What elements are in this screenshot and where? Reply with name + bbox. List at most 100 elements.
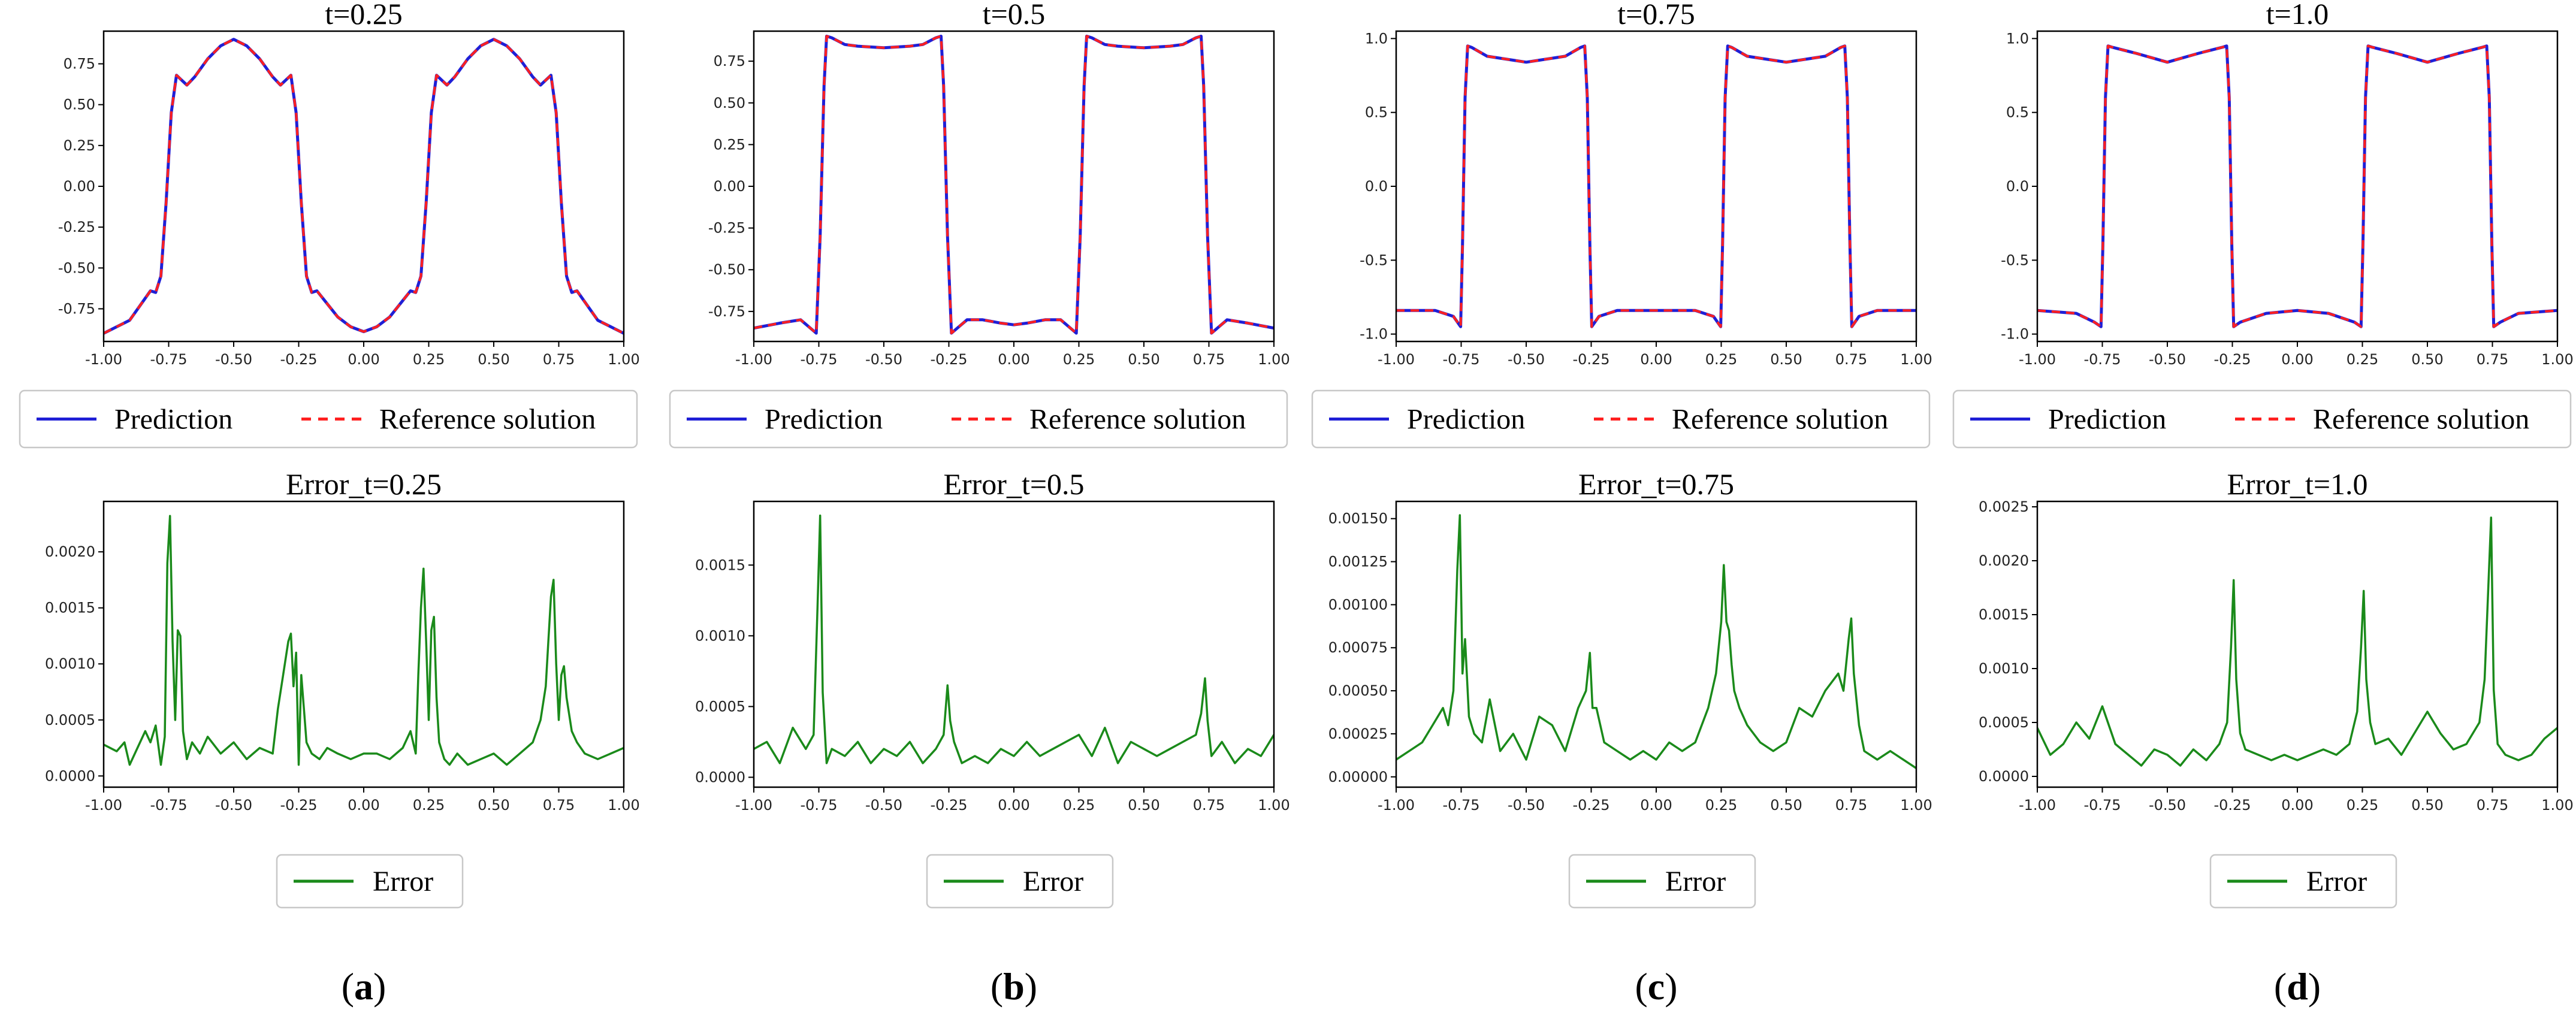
solution-legend: Prediction Reference solution bbox=[1952, 389, 2572, 449]
panel-label: (c) bbox=[1635, 965, 1677, 1008]
x-tick-label: -0.75 bbox=[800, 351, 837, 368]
y-tick-label: 0.0000 bbox=[45, 767, 95, 784]
x-tick-label: 0.50 bbox=[1128, 797, 1159, 814]
y-tick-label: 0.0020 bbox=[45, 543, 95, 560]
x-tick-label: 1.00 bbox=[1258, 797, 1289, 814]
y-tick-label: -0.5 bbox=[2001, 252, 2029, 268]
y-tick-label: 0.0000 bbox=[695, 769, 745, 785]
x-tick-label: 0.25 bbox=[1063, 797, 1095, 814]
y-tick-label: 0.0015 bbox=[45, 600, 95, 616]
y-tick-label: 0.25 bbox=[714, 136, 745, 153]
plot-frame bbox=[1395, 500, 1917, 788]
x-tick-label: 0.25 bbox=[413, 797, 445, 814]
plot-title: Error_t=0.5 bbox=[943, 467, 1084, 501]
x-tick-label: 0.50 bbox=[1128, 351, 1159, 368]
y-tick-label: -0.25 bbox=[708, 220, 745, 237]
prediction-line bbox=[104, 38, 624, 335]
x-tick-label: -1.00 bbox=[1378, 351, 1415, 368]
error-legend: Error bbox=[276, 854, 464, 909]
x-tick-label: 1.00 bbox=[1900, 351, 1932, 368]
y-tick-label: 0.0010 bbox=[695, 627, 745, 644]
y-tick-label: 0.00100 bbox=[1328, 596, 1388, 613]
plot-err_a: Error_t=0.25 -1.00 -0.75 -0.50 -0.25 0.00 0.25… bbox=[45, 467, 640, 814]
plot-title: t=0.25 bbox=[325, 0, 403, 31]
x-tick-label: 0.00 bbox=[348, 797, 379, 814]
x-tick-label: 0.50 bbox=[1770, 797, 1802, 814]
legend-error-label: Error bbox=[373, 866, 433, 897]
x-tick-label: 0.50 bbox=[1770, 351, 1802, 368]
x-tick-label: -0.75 bbox=[150, 797, 187, 814]
panel-label: (d) bbox=[2274, 965, 2321, 1008]
x-tick-label: -1.00 bbox=[1378, 797, 1415, 814]
y-tick-label: -0.50 bbox=[58, 259, 95, 276]
prediction-line bbox=[2037, 44, 2557, 328]
plot-frame bbox=[102, 500, 625, 788]
x-tick-label: 1.00 bbox=[608, 797, 639, 814]
x-tick-label: -0.75 bbox=[1442, 351, 1479, 368]
prediction-line bbox=[1396, 44, 1916, 328]
x-tick-label: 0.50 bbox=[2411, 797, 2443, 814]
y-tick-label: 0.0 bbox=[1365, 178, 1388, 195]
y-tick-label: 0.75 bbox=[64, 56, 95, 72]
y-tick-label: 0.0010 bbox=[45, 655, 95, 672]
x-tick-label: -1.00 bbox=[735, 351, 772, 368]
x-tick-label: -0.25 bbox=[930, 351, 967, 368]
x-tick-label: -1.00 bbox=[2019, 797, 2056, 814]
x-tick-label: -1.00 bbox=[85, 797, 122, 814]
plot-frame bbox=[102, 30, 625, 343]
x-tick-label: -0.50 bbox=[2149, 797, 2186, 814]
plot-frame bbox=[2036, 500, 2559, 788]
y-tick-label: -1.0 bbox=[2001, 326, 2029, 343]
legend-box bbox=[669, 389, 1288, 449]
y-tick-label: 1.0 bbox=[2006, 30, 2029, 47]
x-tick-label: 0.75 bbox=[1835, 797, 1867, 814]
legend-reference-label: Reference solution bbox=[1029, 404, 1246, 436]
y-tick-label: 0.0005 bbox=[1979, 714, 2029, 731]
x-tick-label: 0.25 bbox=[1063, 351, 1095, 368]
x-tick-label: 0.75 bbox=[1835, 351, 1867, 368]
legend-error-label: Error bbox=[1665, 866, 1726, 897]
x-tick-label: 1.00 bbox=[1900, 797, 1932, 814]
prediction-line bbox=[754, 34, 1274, 335]
x-tick-label: -1.00 bbox=[85, 351, 122, 368]
x-tick-label: 0.00 bbox=[348, 351, 379, 368]
x-tick-label: 0.00 bbox=[2281, 351, 2313, 368]
solution-legend: Prediction Reference solution bbox=[19, 389, 638, 449]
y-tick-label: 1.0 bbox=[1365, 30, 1388, 47]
x-tick-label: 0.25 bbox=[2347, 797, 2378, 814]
y-tick-label: -1.0 bbox=[1360, 326, 1388, 343]
legend-prediction-label: Prediction bbox=[765, 404, 883, 436]
plot-err_d: Error_t=1.0 -1.00 -0.75 -0.50 -0.25 0.00 0.25 0… bbox=[1979, 467, 2574, 814]
x-tick-label: 0.75 bbox=[1193, 797, 1225, 814]
y-tick-label: -0.75 bbox=[58, 300, 95, 317]
plot-title: Error_t=1.0 bbox=[2227, 467, 2367, 501]
reference-line bbox=[1396, 44, 1916, 328]
legend-error-label: Error bbox=[2306, 866, 2367, 897]
plot-err_c: Error_t=0.75 -1.00 -0.75 -0.50 -0.25 0.00 0.25… bbox=[1328, 467, 1932, 814]
x-tick-label: 0.00 bbox=[1640, 351, 1672, 368]
x-tick-label: 0.50 bbox=[478, 351, 509, 368]
y-tick-label: 0.5 bbox=[1365, 104, 1388, 121]
x-tick-label: 0.00 bbox=[998, 797, 1029, 814]
x-tick-label: -0.75 bbox=[2083, 797, 2121, 814]
y-tick-label: 0.0 bbox=[2006, 178, 2029, 195]
x-tick-label: 0.75 bbox=[543, 351, 575, 368]
y-tick-label: 0.00 bbox=[64, 178, 95, 195]
y-tick-label: 0.0010 bbox=[1979, 660, 2029, 677]
legend-box bbox=[19, 389, 638, 449]
reference-line bbox=[754, 35, 1274, 335]
x-tick-label: 0.75 bbox=[543, 797, 575, 814]
y-tick-label: 0.00125 bbox=[1328, 554, 1388, 570]
legend-box bbox=[1311, 389, 1931, 449]
legend-prediction-label: Prediction bbox=[114, 404, 232, 436]
legend-box bbox=[2209, 854, 2397, 909]
error-legend: Error bbox=[926, 854, 1114, 909]
y-tick-label: 0.00050 bbox=[1328, 682, 1388, 699]
legend-prediction-label: Prediction bbox=[2048, 404, 2166, 436]
legend-error-label: Error bbox=[1023, 866, 1083, 897]
x-tick-label: -0.50 bbox=[865, 351, 902, 368]
plot-frame bbox=[753, 500, 1275, 788]
plot-frame bbox=[753, 30, 1275, 343]
y-tick-label: 0.00 bbox=[714, 178, 745, 195]
